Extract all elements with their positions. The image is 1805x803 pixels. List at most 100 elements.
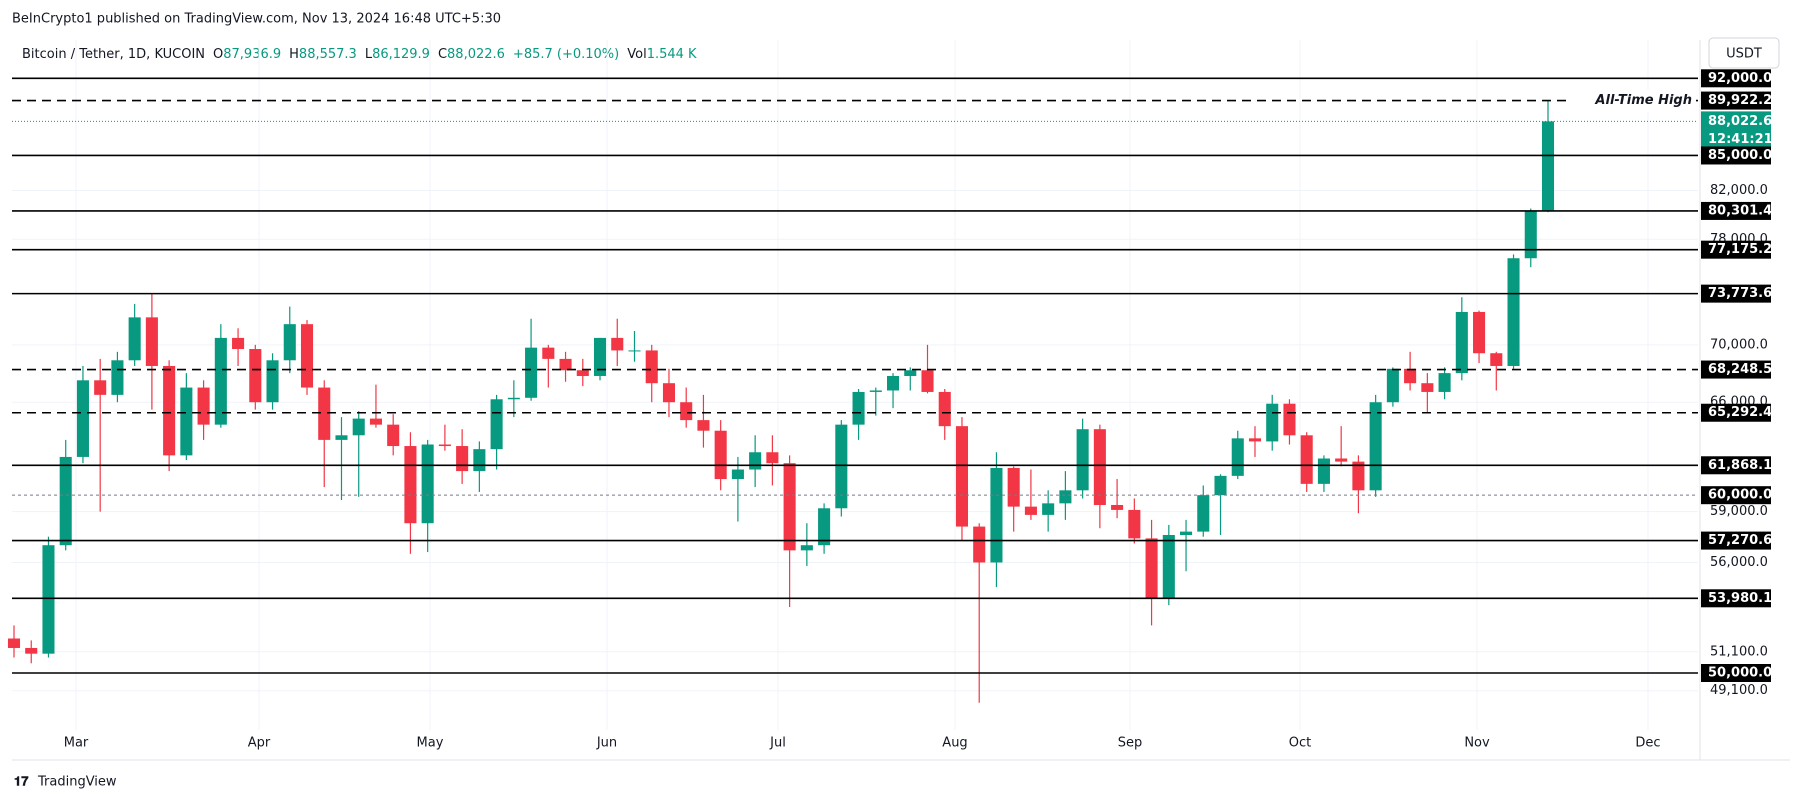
currency-button[interactable] — [1708, 37, 1780, 69]
level-label: 80,301.4 — [1708, 203, 1772, 218]
level-label: 50,000.0 — [1708, 665, 1772, 680]
candle-body — [990, 467, 1003, 563]
candle-body — [680, 402, 693, 421]
candle-body — [1386, 368, 1399, 403]
candle-body — [542, 347, 555, 359]
annotation: All-Time High — [1594, 93, 1692, 108]
close: 88,022.6 — [447, 47, 505, 62]
vol-label: Vol — [627, 47, 646, 62]
level-label: 53,980.1 — [1708, 591, 1772, 606]
x-tick-label: Oct — [1289, 736, 1311, 751]
level-label: 89,922.2 — [1708, 93, 1772, 108]
candle-body — [869, 390, 882, 392]
legend: Bitcoin / Tether, 1D, KUCOIN O87,936.9 H88… — [22, 47, 697, 62]
candle-body — [369, 418, 382, 425]
level-label: 65,292.4 — [1708, 405, 1772, 420]
candle-body — [697, 420, 710, 431]
candle-body — [456, 446, 469, 472]
candle-body — [645, 350, 658, 384]
candle-body — [1042, 503, 1055, 515]
candle-body — [749, 452, 762, 470]
candle-body — [197, 387, 210, 425]
candle-body — [525, 347, 538, 398]
y-tick-label: 51,100.0 — [1710, 644, 1768, 659]
c-label: C — [438, 47, 447, 62]
candle-body — [283, 324, 296, 361]
candle-body — [59, 456, 72, 546]
candle-body — [1438, 373, 1451, 392]
candle-body — [1111, 504, 1124, 510]
last-price-label: 88,022.6 — [1708, 114, 1772, 129]
candle-body — [318, 387, 331, 440]
candle-body — [352, 418, 365, 436]
level-label: 73,773.6 — [1708, 286, 1772, 301]
candle-body — [1248, 438, 1262, 442]
candle-body — [1473, 311, 1486, 354]
level-label: 57,270.6 — [1708, 533, 1772, 548]
candle-body — [438, 444, 451, 447]
countdown: 12:41:21 — [1708, 132, 1773, 147]
candle-body — [94, 380, 107, 395]
candle-body — [818, 508, 831, 546]
candle-body — [421, 444, 434, 524]
level-box — [1701, 403, 1771, 422]
candle-body — [731, 469, 744, 480]
level-box — [1701, 284, 1771, 303]
candle-body — [490, 399, 503, 450]
x-tick-label: Aug — [942, 736, 967, 751]
level-box — [1701, 240, 1771, 259]
volume: 1.544 K — [647, 47, 697, 62]
high: 88,557.3 — [299, 47, 357, 62]
candle-body — [576, 370, 589, 376]
candle-body — [7, 638, 21, 648]
low: 86,129.9 — [372, 47, 430, 62]
y-tick-label: 82,000.0 — [1710, 183, 1768, 198]
level-label: 85,000.0 — [1708, 148, 1772, 163]
candle-body — [1145, 538, 1158, 598]
candle-body — [973, 526, 986, 563]
candle-body — [163, 365, 176, 456]
candle-body — [611, 337, 624, 351]
x-tick-label: Mar — [64, 736, 89, 751]
candle-body — [1197, 495, 1210, 532]
x-tick-label: Dec — [1635, 736, 1660, 751]
level-label: 61,868.1 — [1708, 458, 1772, 473]
currency[interactable]: USDT — [1726, 47, 1762, 62]
candle-body — [335, 435, 348, 440]
candle-body — [1059, 490, 1072, 504]
candle-body — [1007, 467, 1020, 507]
candle-body — [783, 463, 796, 551]
candle-body — [1455, 311, 1468, 374]
candle-body — [852, 391, 865, 425]
level-label: 77,175.2 — [1708, 242, 1772, 257]
candle-body — [266, 360, 279, 403]
level-box — [1701, 589, 1771, 608]
candle-body — [1283, 403, 1296, 436]
candle-body — [1180, 531, 1193, 535]
candle-body — [921, 370, 934, 392]
candle-body — [766, 452, 779, 464]
candle-body — [887, 375, 900, 391]
candle-body — [662, 383, 675, 403]
level-box — [1701, 531, 1771, 550]
candle-body — [1162, 534, 1175, 598]
candle-body — [835, 424, 848, 509]
symbol: Bitcoin / Tether, 1D, KUCOIN — [22, 47, 205, 62]
candle-body — [1404, 368, 1417, 384]
level-box — [1701, 69, 1771, 88]
candle-body — [938, 391, 951, 427]
l-label: L — [365, 47, 373, 62]
y-tick-label: 59,000.0 — [1710, 504, 1768, 519]
level-label: 60,000.0 — [1708, 488, 1772, 503]
candle-body — [593, 337, 607, 376]
candle-body — [1300, 435, 1313, 484]
candle-body — [507, 397, 520, 400]
y-tick-label: 56,000.0 — [1710, 555, 1768, 570]
level-label: 68,248.5 — [1708, 362, 1772, 377]
x-tick-label: Nov — [1464, 736, 1490, 751]
candle-body — [42, 545, 55, 654]
candle-body — [473, 449, 486, 472]
last-price-box — [1701, 111, 1771, 150]
candle-body — [800, 545, 813, 551]
